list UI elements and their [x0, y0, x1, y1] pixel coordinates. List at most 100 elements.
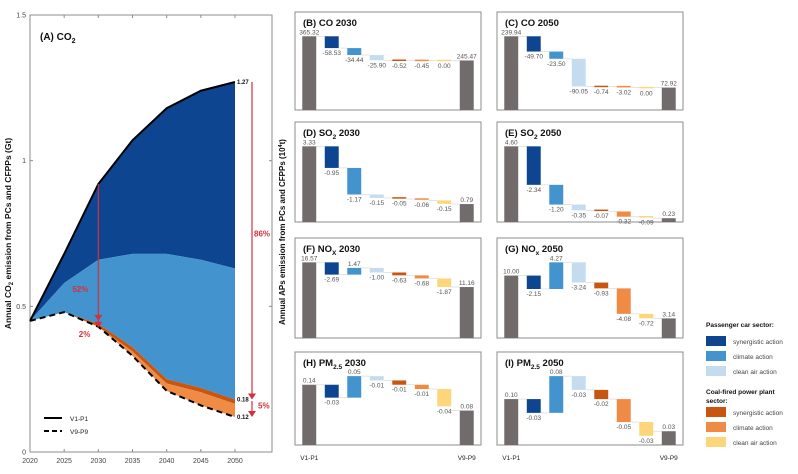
bar-label: -0.15	[369, 200, 384, 207]
pc-climate-band	[30, 253, 235, 400]
legend-swatch	[706, 366, 726, 376]
waterfall-panel-i: (I) PM2.5 2050 0.10 -0.03 0.08 -0.03 -0.02 -0.…	[496, 351, 684, 462]
bar-label: -0.72	[639, 320, 654, 327]
y-tick-label: 1	[22, 158, 26, 165]
y-tick-label: 0	[22, 450, 26, 457]
bar-delta	[571, 262, 586, 283]
panel-a-title: (A) CO2	[40, 32, 76, 45]
bar-label: -0.15	[437, 206, 452, 213]
panel-title: (H) PM2.5 2030	[303, 358, 366, 371]
legend-v1p1-label: V1-P1	[70, 416, 88, 423]
bar-v9-p9	[459, 410, 474, 445]
bar-label: -2.15	[526, 291, 541, 298]
panel-title-main: (I) PM	[505, 358, 531, 369]
bar-label: 11.16	[459, 280, 475, 287]
x-tick-label: 2025	[56, 458, 72, 465]
aps-y-label-sup: 4	[278, 143, 284, 147]
bar-label: 16.57	[301, 255, 318, 262]
legend-pc-title: Passenger car sector:	[706, 322, 774, 329]
x-tick-label: 2035	[125, 458, 141, 465]
panel-title-sub: X	[332, 250, 337, 257]
bar-delta	[526, 275, 541, 289]
bar-label: -23.50	[547, 61, 566, 68]
panel-title-tail: 2050	[540, 358, 564, 369]
bar-delta	[526, 36, 541, 52]
bar-label: 0.10	[505, 392, 518, 399]
panel-title-sub: x	[536, 250, 540, 257]
bar-label: -0.52	[392, 63, 407, 70]
bar-label: -1.20	[549, 207, 564, 214]
aps-y-label: Annual APs emission from PCs and CFPPs (…	[278, 139, 287, 325]
bar-v1-p1	[302, 384, 317, 445]
bar-label: -0.03	[571, 392, 586, 399]
legend-item-label: climate action	[733, 354, 773, 361]
x-tick-label: 2045	[193, 458, 209, 465]
x-tick-label: 2020	[22, 458, 38, 465]
cfpp-climate-band	[30, 312, 235, 418]
y-label-part: Annual CO	[3, 285, 13, 329]
bar-delta	[347, 48, 362, 56]
bar-delta	[616, 85, 631, 88]
bar-delta	[347, 376, 362, 398]
x-label-v9-p9: V9-P9	[660, 455, 678, 462]
x-label-v1-p1: V1-P1	[502, 455, 520, 462]
panel-title-main: (H) PM	[303, 358, 333, 369]
bar-label: -0.32	[616, 219, 631, 226]
y-label-part: emission from PCs and CFPPs (Gt)	[3, 138, 13, 282]
panel-frame	[496, 11, 684, 111]
bar-delta	[392, 272, 407, 276]
bar-label: -90.05	[570, 88, 589, 95]
legend-item-label: synergistic action	[733, 339, 783, 346]
panel-title: (C) CO 2050	[505, 18, 559, 29]
legend-item-label: clean air action	[733, 440, 777, 447]
bar-label: -1.17	[347, 197, 362, 204]
legend-item-label: synergistic action	[733, 410, 783, 417]
bar-label: 1.47	[348, 261, 361, 268]
legend-swatch	[706, 351, 726, 361]
bar-label: 4.60	[505, 139, 518, 146]
bar-label: 0.23	[662, 211, 675, 218]
bar-delta	[324, 146, 339, 168]
bar-label: -0.68	[414, 280, 429, 287]
y-tick-label: 0.5	[16, 304, 26, 311]
bar-v9-p9	[661, 87, 676, 110]
legend-cfpp-title-2: sector:	[706, 398, 728, 405]
bar-label: -49.70	[525, 54, 544, 61]
panel-a-co2-area-chart: 2020 2025 2030 2035 2040 2045 2050 0 0.5 1 1.5 (A) …	[3, 13, 273, 465]
bar-label: -0.01	[392, 387, 407, 394]
bar-delta	[571, 58, 586, 87]
bar-delta	[594, 282, 609, 289]
panel-title: (F) NOX 2030	[303, 244, 360, 257]
panel-title: (D) SO2 2030	[303, 128, 360, 141]
legend-cfpp-title: Coal-fired power plant	[706, 389, 775, 396]
bar-label: 0.03	[662, 424, 675, 431]
x-label-v9-p9: V9-P9	[458, 455, 476, 462]
bar-label: -0.06	[414, 202, 429, 209]
end-label-cfpp: 0.18	[237, 398, 249, 404]
bar-v1-p1	[504, 275, 519, 338]
panel-title: (G) NOx 2050	[505, 244, 563, 257]
bar-label: -0.01	[369, 382, 384, 389]
panel-title-tail: 2030	[336, 244, 360, 255]
bar-label: 0.14	[303, 378, 316, 385]
legend-item-label: climate action	[733, 425, 773, 432]
bar-label: 0.08	[550, 369, 563, 376]
bar-delta	[571, 204, 586, 211]
annotation-86pct: 86%	[254, 229, 270, 238]
panel-title-main: (C) CO 2050	[505, 18, 559, 29]
y-tick-label: 1.5	[16, 13, 26, 20]
bar-delta	[347, 167, 362, 195]
panel-title-sub: 2	[534, 134, 538, 141]
bar-v1-p1	[302, 262, 317, 338]
annotation-2pct: 2%	[79, 330, 91, 339]
bar-label: 365.32	[299, 29, 319, 36]
bar-delta	[437, 389, 452, 407]
bar-delta	[414, 384, 429, 390]
bar-label: 0.79	[460, 197, 473, 204]
bar-delta	[594, 85, 609, 88]
annotation-5pct: 5%	[258, 401, 270, 410]
legend-swatch	[706, 336, 726, 346]
